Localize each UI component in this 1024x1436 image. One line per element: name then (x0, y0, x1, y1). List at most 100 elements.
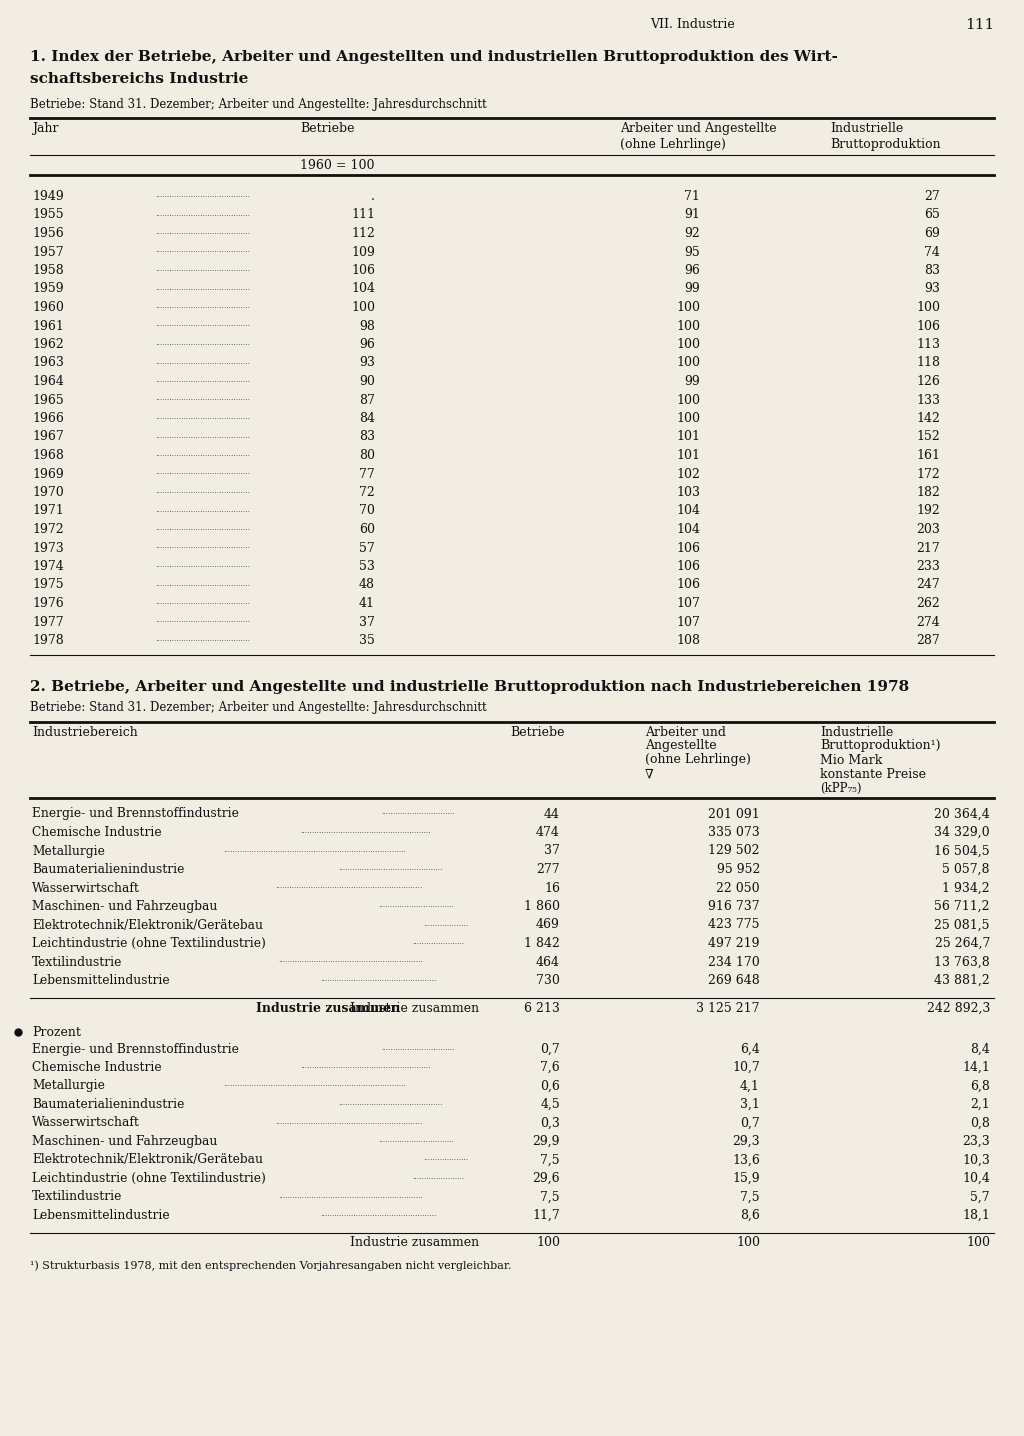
Text: 99: 99 (684, 283, 700, 296)
Text: 3 125 217: 3 125 217 (696, 1001, 760, 1014)
Text: ........................................: ........................................ (155, 505, 250, 514)
Text: Maschinen- und Fahrzeugbau: Maschinen- und Fahrzeugbau (32, 900, 217, 913)
Text: 106: 106 (676, 560, 700, 573)
Text: 1975: 1975 (32, 579, 63, 592)
Text: 29,6: 29,6 (532, 1172, 560, 1185)
Text: ............................................: ........................................… (339, 1099, 443, 1107)
Text: Textilindustrie: Textilindustrie (32, 1190, 123, 1203)
Text: 104: 104 (676, 523, 700, 536)
Text: 1957: 1957 (32, 246, 63, 258)
Text: 142: 142 (916, 412, 940, 425)
Text: ........................................: ........................................ (155, 266, 250, 273)
Text: 106: 106 (916, 319, 940, 333)
Text: 100: 100 (676, 412, 700, 425)
Text: 2,1: 2,1 (971, 1099, 990, 1111)
Text: 1978: 1978 (32, 635, 63, 648)
Text: ........................................: ........................................ (155, 449, 250, 458)
Text: ........................................: ........................................ (155, 247, 250, 254)
Text: ..............................................................: ........................................… (274, 883, 422, 890)
Text: 113: 113 (916, 337, 940, 350)
Text: 1963: 1963 (32, 356, 63, 369)
Text: 247: 247 (916, 579, 940, 592)
Text: 16 504,5: 16 504,5 (934, 844, 990, 857)
Text: 1964: 1964 (32, 375, 63, 388)
Text: .................................................: ........................................… (321, 975, 436, 984)
Text: 99: 99 (684, 375, 700, 388)
Text: (ohne Lehrlinge): (ohne Lehrlinge) (645, 754, 751, 767)
Text: ........................................: ........................................ (155, 543, 250, 550)
Text: ...............................: ............................... (382, 1044, 456, 1051)
Text: 7,6: 7,6 (541, 1061, 560, 1074)
Text: 0,7: 0,7 (740, 1117, 760, 1130)
Text: 20 364,4: 20 364,4 (934, 807, 990, 820)
Text: .............................................................................: ........................................… (223, 1080, 407, 1088)
Text: Leichtindustrie (ohne Textilindustrie): Leichtindustrie (ohne Textilindustrie) (32, 1172, 266, 1185)
Text: 1973: 1973 (32, 541, 63, 554)
Text: 7,5: 7,5 (740, 1190, 760, 1203)
Text: 242 892,3: 242 892,3 (927, 1001, 990, 1014)
Text: Lebensmittelindustrie: Lebensmittelindustrie (32, 974, 170, 987)
Text: 57: 57 (359, 541, 375, 554)
Text: 6,4: 6,4 (740, 1043, 760, 1055)
Text: 1977: 1977 (32, 616, 63, 629)
Text: 41: 41 (359, 597, 375, 610)
Text: 60: 60 (359, 523, 375, 536)
Text: ........................................: ........................................ (155, 468, 250, 477)
Text: ......................: ...................... (413, 1173, 465, 1180)
Text: 469: 469 (537, 919, 560, 932)
Text: Industriebereich: Industriebereich (32, 725, 138, 738)
Text: 71: 71 (684, 190, 700, 202)
Text: 129 502: 129 502 (709, 844, 760, 857)
Text: 98: 98 (359, 319, 375, 333)
Text: Industrie zusammen: Industrie zusammen (256, 1001, 400, 1014)
Text: ........................................: ........................................ (155, 228, 250, 236)
Text: ................................: ................................ (378, 1136, 454, 1144)
Text: 1967: 1967 (32, 431, 63, 444)
Text: ........................................: ........................................ (155, 487, 250, 495)
Text: 203: 203 (916, 523, 940, 536)
Text: 7,5: 7,5 (541, 1190, 560, 1203)
Text: ........................................: ........................................ (155, 616, 250, 625)
Text: 111: 111 (351, 208, 375, 221)
Text: Chemische Industrie: Chemische Industrie (32, 1061, 162, 1074)
Text: Bruttoproduktion¹): Bruttoproduktion¹) (820, 740, 940, 752)
Text: 6 213: 6 213 (524, 1001, 560, 1014)
Text: 192: 192 (916, 504, 940, 517)
Text: 1. Index der Betriebe, Arbeiter und Angestellten und industriellen Bruttoprodukt: 1. Index der Betriebe, Arbeiter und Ange… (30, 50, 838, 65)
Text: 100: 100 (736, 1236, 760, 1249)
Text: 0,3: 0,3 (540, 1117, 560, 1130)
Text: Betriebe: Betriebe (510, 725, 564, 738)
Text: 8,4: 8,4 (970, 1043, 990, 1055)
Text: .............................................................: ........................................… (279, 1192, 424, 1199)
Text: ...................: ................... (424, 1155, 469, 1163)
Text: ..............................................................: ........................................… (274, 1117, 422, 1126)
Text: 335 073: 335 073 (709, 826, 760, 839)
Text: 1 934,2: 1 934,2 (942, 882, 990, 895)
Text: 172: 172 (916, 468, 940, 481)
Text: ............................................: ........................................… (339, 864, 443, 872)
Text: Maschinen- und Fahrzeugbau: Maschinen- und Fahrzeugbau (32, 1134, 217, 1147)
Text: 103: 103 (676, 485, 700, 498)
Text: ........................................: ........................................ (155, 339, 250, 348)
Text: 1966: 1966 (32, 412, 63, 425)
Text: 100: 100 (966, 1236, 990, 1249)
Text: Wasserwirtschaft: Wasserwirtschaft (32, 1117, 140, 1130)
Text: ........................................: ........................................ (155, 210, 250, 217)
Text: Industrie zusammen: Industrie zusammen (350, 1001, 479, 1014)
Text: 5 057,8: 5 057,8 (942, 863, 990, 876)
Text: ........................................: ........................................ (155, 302, 250, 310)
Text: Textilindustrie: Textilindustrie (32, 955, 123, 968)
Text: 4,1: 4,1 (740, 1080, 760, 1093)
Text: Chemische Industrie: Chemische Industrie (32, 826, 162, 839)
Text: 133: 133 (916, 393, 940, 406)
Text: ........................................: ........................................ (155, 191, 250, 200)
Text: 1970: 1970 (32, 485, 63, 498)
Text: Industrielle: Industrielle (820, 725, 893, 738)
Text: 69: 69 (924, 227, 940, 240)
Text: .: . (371, 190, 375, 202)
Text: 72: 72 (359, 485, 375, 498)
Text: 25 081,5: 25 081,5 (935, 919, 990, 932)
Text: 0,6: 0,6 (540, 1080, 560, 1093)
Text: Angestellte: Angestellte (645, 740, 717, 752)
Text: 93: 93 (924, 283, 940, 296)
